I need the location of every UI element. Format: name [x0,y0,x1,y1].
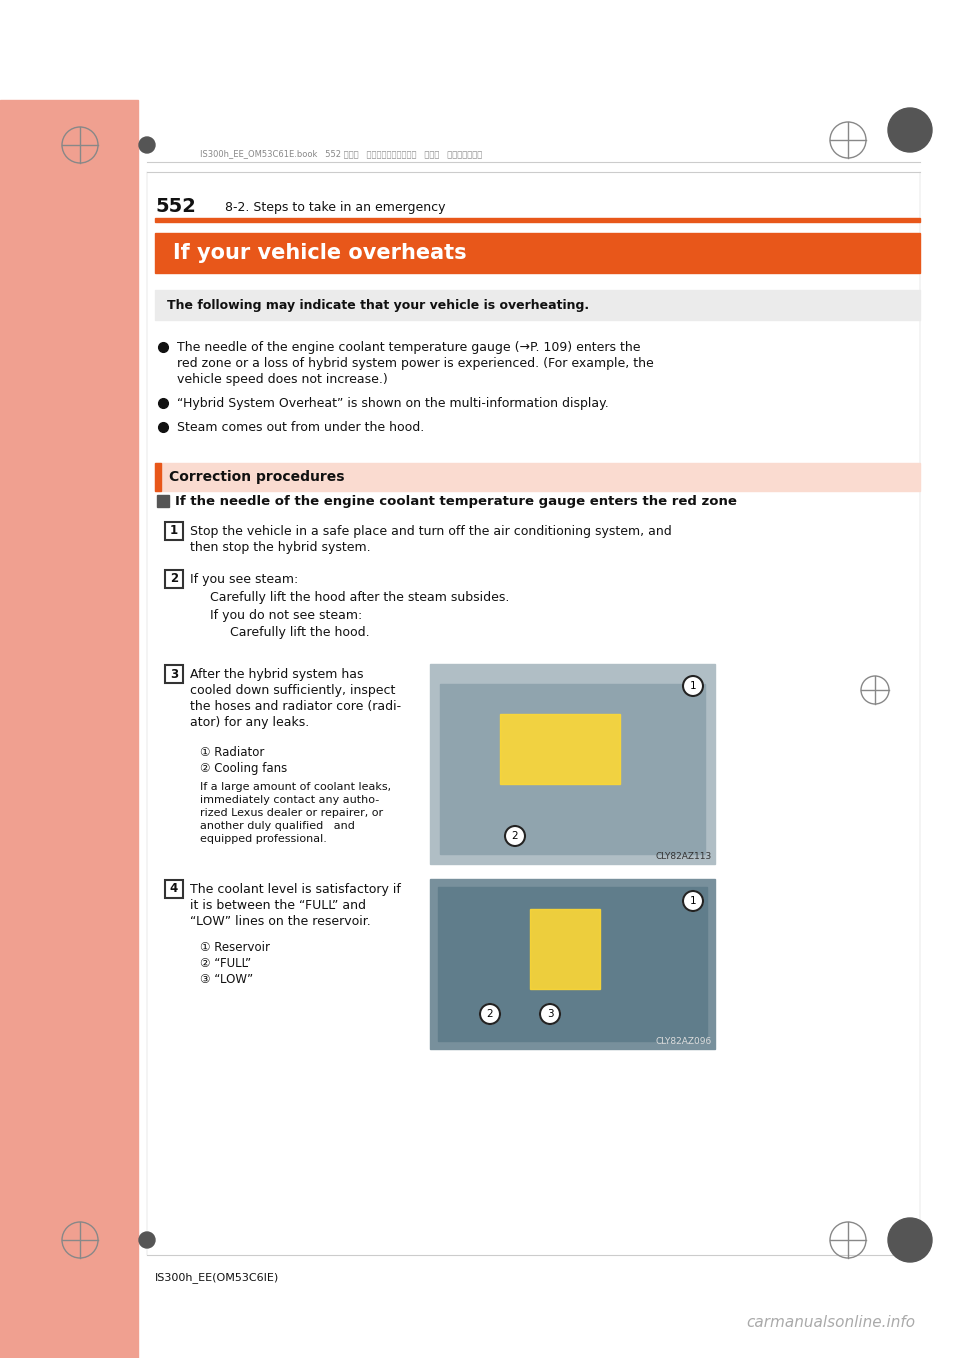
Text: cooled down sufficiently, inspect: cooled down sufficiently, inspect [190,684,396,697]
Text: ator) for any leaks.: ator) for any leaks. [190,716,309,729]
FancyBboxPatch shape [165,570,183,588]
Text: ① Radiator: ① Radiator [200,746,264,759]
Bar [440,684,705,854]
Circle shape [480,1004,500,1024]
Text: Carefully lift the hood after the steam subsides.: Carefully lift the hood after the steam … [210,591,510,604]
Circle shape [683,891,703,911]
Text: CLY82AZ113: CLY82AZ113 [656,851,712,861]
Text: After the hybrid system has: After the hybrid system has [190,668,364,680]
Circle shape [888,1218,932,1262]
Text: If the needle of the engine coolant temperature gauge enters the red zone: If the needle of the engine coolant temp… [175,494,737,508]
Bar [500,714,620,784]
Text: Stop the vehicle in a safe place and turn off the air conditioning system, and: Stop the vehicle in a safe place and tur… [190,526,672,538]
Text: rized Lexus dealer or repairer, or: rized Lexus dealer or repairer, or [200,808,383,818]
Text: carmanualsonline.info: carmanualsonline.info [746,1315,915,1329]
Text: 1: 1 [689,680,696,691]
Bar [438,887,707,1042]
Text: “LOW” lines on the reservoir.: “LOW” lines on the reservoir. [190,915,371,928]
Text: 2: 2 [512,831,518,841]
Bar [155,234,920,273]
Bar [0,100,138,1358]
Text: Carefully lift the hood.: Carefully lift the hood. [230,626,370,640]
FancyBboxPatch shape [165,521,183,540]
Text: 1: 1 [170,524,178,538]
Text: then stop the hybrid system.: then stop the hybrid system. [190,540,371,554]
Text: If a large amount of coolant leaks,: If a large amount of coolant leaks, [200,782,391,792]
Text: IS300h_EE_OM53C61E.book   552 ページ   ２０１４年５月２０日   火曜日   午後５時４０分: IS300h_EE_OM53C61E.book 552 ページ ２０１４年５月２… [200,149,482,158]
Text: the hoses and radiator core (radi-: the hoses and radiator core (radi- [190,699,401,713]
Bar [430,879,715,1048]
Text: another duly qualified   and: another duly qualified and [200,822,355,831]
Text: If your vehicle overheats: If your vehicle overheats [173,243,467,263]
Text: CLY82AZ096: CLY82AZ096 [656,1038,712,1046]
Text: ② “FULL”: ② “FULL” [200,957,252,970]
Circle shape [139,1232,155,1248]
Text: 2: 2 [487,1009,493,1018]
Bar [155,463,920,492]
Text: The following may indicate that your vehicle is overheating.: The following may indicate that your veh… [167,299,589,311]
Text: Steam comes out from under the hood.: Steam comes out from under the hood. [177,421,424,435]
Circle shape [683,676,703,697]
FancyBboxPatch shape [165,880,183,898]
Bar [155,463,161,492]
Text: red zone or a loss of hybrid system power is experienced. (For example, the: red zone or a loss of hybrid system powe… [177,357,654,369]
Bar [155,291,920,320]
Text: 8-2. Steps to take in an emergency: 8-2. Steps to take in an emergency [225,201,445,213]
Text: If you do not see steam:: If you do not see steam: [210,608,362,622]
Circle shape [505,826,525,846]
Text: 3: 3 [546,1009,553,1018]
Text: Correction procedures: Correction procedures [169,470,345,483]
Text: 552: 552 [155,197,196,216]
Text: 3: 3 [170,668,178,680]
Text: The needle of the engine coolant temperature gauge (→P. 109) enters the: The needle of the engine coolant tempera… [177,341,640,354]
Text: 1: 1 [689,896,696,906]
Text: it is between the “FULL” and: it is between the “FULL” and [190,899,366,913]
Text: immediately contact any autho-: immediately contact any autho- [200,794,379,805]
Text: If you see steam:: If you see steam: [190,573,299,587]
Text: “Hybrid System Overheat” is shown on the multi-information display.: “Hybrid System Overheat” is shown on the… [177,397,609,410]
Text: equipped professional.: equipped professional. [200,834,326,845]
Text: ① Reservoir: ① Reservoir [200,941,270,955]
Bar [430,664,715,864]
Text: ③ “LOW”: ③ “LOW” [200,972,253,986]
FancyBboxPatch shape [165,665,183,683]
Circle shape [540,1004,560,1024]
Text: The coolant level is satisfactory if: The coolant level is satisfactory if [190,883,401,896]
Text: ② Cooling fans: ② Cooling fans [200,762,287,775]
Text: 4: 4 [170,883,179,895]
Circle shape [139,137,155,153]
Bar [530,909,600,989]
Text: 2: 2 [170,573,178,585]
Text: IS300h_EE(OM53C6IE): IS300h_EE(OM53C6IE) [155,1272,279,1283]
Bar [155,219,920,221]
Circle shape [888,109,932,152]
Text: vehicle speed does not increase.): vehicle speed does not increase.) [177,373,388,386]
